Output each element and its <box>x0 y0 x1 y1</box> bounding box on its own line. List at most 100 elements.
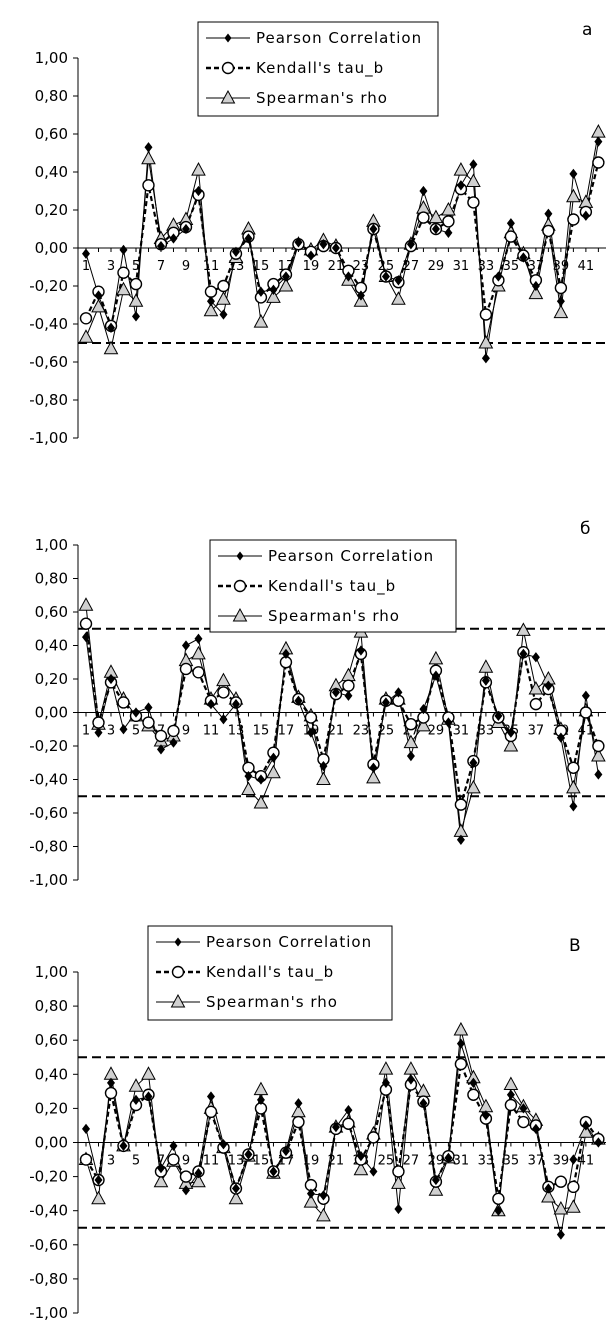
pearson-point <box>256 774 265 785</box>
x-tick-label: 15 <box>253 259 270 274</box>
x-tick-label: 33 <box>478 724 495 739</box>
pearson-point <box>369 1166 378 1177</box>
kendall-point <box>104 1086 118 1100</box>
pearson-point <box>206 296 215 307</box>
y-tick-label: -0,40 <box>29 1202 68 1220</box>
x-tick-label: 15 <box>253 724 270 739</box>
pearson-point <box>594 136 603 147</box>
kendall-point <box>404 718 418 731</box>
pearson-point <box>519 1103 528 1114</box>
pearson-point <box>356 645 365 656</box>
spearman-point <box>403 1061 419 1075</box>
x-tick-label: 3 <box>107 724 115 739</box>
x-tick-label: 29 <box>428 259 445 274</box>
y-tick-label: -0,80 <box>29 391 68 409</box>
pearson-point <box>444 227 453 238</box>
kendall-point <box>529 697 543 711</box>
chart-panel-1: 1,00 0,80 0,60 0,40 0,20 0,00 -0,20 -0,40 -0,60 -… <box>29 20 606 447</box>
kendall-point <box>454 1057 468 1071</box>
pearson-point <box>519 648 528 660</box>
legend-label: Pearson Correlation <box>206 933 372 951</box>
y-tick-label: 0,80 <box>35 997 68 1015</box>
kendall-point <box>554 281 568 295</box>
pearson-point <box>269 752 278 763</box>
pearson-point <box>406 750 415 762</box>
pearson-point <box>531 1123 540 1135</box>
pearson-point <box>294 695 303 706</box>
spearman-point <box>341 667 356 682</box>
pearson-point <box>119 244 128 256</box>
x-tick-label: 15 <box>253 1154 270 1169</box>
spearman-point <box>253 794 269 809</box>
x-tick-label: 5 <box>132 1154 140 1169</box>
pearson-point <box>394 275 403 286</box>
pearson-point <box>481 1110 490 1121</box>
spearman-point <box>516 622 531 636</box>
kendall-point <box>567 213 580 226</box>
spearman-point <box>553 1200 569 1215</box>
x-tick-label: 17 <box>278 724 295 739</box>
pearson-point <box>381 271 390 282</box>
spearman-point <box>553 304 569 319</box>
kendall-point <box>142 179 155 192</box>
pearson-point <box>344 690 353 701</box>
pearson-point <box>344 1104 353 1116</box>
spearman-point <box>116 281 131 296</box>
spearman-point <box>216 291 231 305</box>
pearson-point <box>106 1077 116 1088</box>
pearson-point <box>419 703 428 715</box>
y-tick-label: -0,20 <box>29 277 68 295</box>
x-tick-label: 7 <box>157 259 165 274</box>
pearson-point <box>219 309 228 320</box>
kendall-point <box>204 285 218 298</box>
spearman-point <box>141 150 156 165</box>
pearson-point <box>244 770 253 782</box>
y-tick-label: -0,80 <box>29 1270 68 1288</box>
kendall-point <box>579 706 593 719</box>
spearman-point <box>253 314 269 328</box>
pearson-point <box>319 1190 328 1201</box>
spearman-point <box>78 329 94 343</box>
panel-label: б <box>580 519 590 539</box>
spearman-point <box>128 293 144 307</box>
pearson-point <box>356 290 365 301</box>
spearman-point <box>416 1083 431 1097</box>
legend: Pearson Correlation Kendall's tau_b Spearm… <box>197 21 439 117</box>
y-tick-label: 0,40 <box>35 637 68 655</box>
spearman-point <box>403 734 419 749</box>
pearson-point <box>581 1120 590 1131</box>
legend-label: Spearman's rho <box>206 993 338 1011</box>
spearman-point <box>466 779 481 794</box>
pearson-point <box>131 311 140 322</box>
y-tick-label: -0,60 <box>29 804 68 822</box>
legend-diamond-marker <box>224 33 232 43</box>
x-tick-label: 29 <box>428 1154 445 1169</box>
y-tick-label: -0,60 <box>29 353 68 371</box>
pearson-point <box>556 1229 565 1240</box>
pearson-point <box>594 1137 603 1148</box>
kendall-point <box>554 1175 568 1188</box>
kendall-point <box>342 1117 355 1130</box>
kendall-point <box>454 798 468 811</box>
legend-label: Kendall's tau_b <box>256 59 384 78</box>
legend-label: Kendall's tau_b <box>206 963 334 982</box>
pearson-point <box>206 698 215 710</box>
pearson-point <box>381 1077 390 1088</box>
spearman-point <box>278 277 294 292</box>
chart-panel-3: 1,00 0,80 0,60 0,40 0,20 0,00 -0,20 -0,40 -0,60 -… <box>29 925 606 1322</box>
pearson-point <box>556 296 565 307</box>
spearman-point <box>203 302 219 317</box>
kendall-point <box>492 1192 505 1205</box>
kendall-point <box>504 230 518 243</box>
kendall-point <box>154 729 168 743</box>
pearson-point <box>306 250 315 261</box>
kendall-point <box>542 224 555 238</box>
pearson-point <box>444 717 453 728</box>
pearson-point <box>281 271 290 282</box>
pearson-point <box>194 1168 203 1179</box>
x-tick-label: 5 <box>132 724 140 739</box>
kendall-point <box>117 696 130 709</box>
x-tick-label: 11 <box>203 724 220 739</box>
pearson-point <box>319 760 328 772</box>
y-tick-label: 0,80 <box>35 87 68 105</box>
